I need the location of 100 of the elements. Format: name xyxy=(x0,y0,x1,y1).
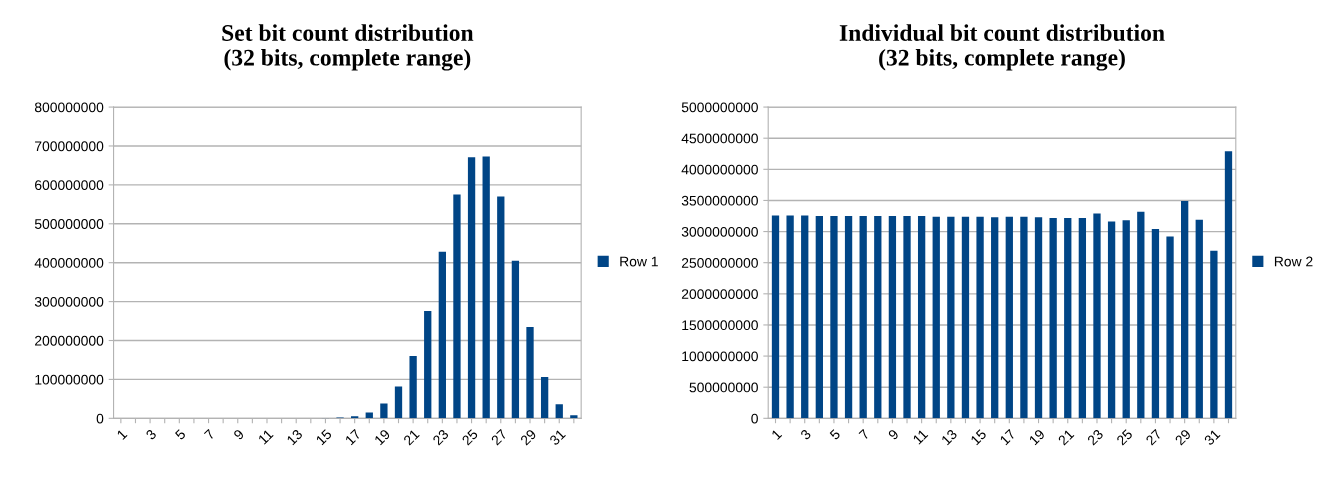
x-tick-label: 11 xyxy=(912,428,929,445)
bar xyxy=(1107,221,1116,419)
y-tick-label: 600000000 xyxy=(35,180,104,191)
bar xyxy=(1093,213,1101,419)
y-tick-label: 400000000 xyxy=(34,258,104,268)
x-tick-label: 13 xyxy=(940,428,958,446)
bar xyxy=(438,251,446,419)
y-tick-label: 4000000000 xyxy=(681,164,758,175)
bar xyxy=(771,215,780,419)
x-tick-label: 7 xyxy=(203,428,216,441)
y-tick-label: 4500000000 xyxy=(681,133,758,144)
bar xyxy=(1195,219,1203,419)
y-tick-label: 200000000 xyxy=(35,335,104,346)
bar xyxy=(903,216,911,419)
x-tick-label: 23 xyxy=(1086,428,1104,446)
bar xyxy=(380,403,388,419)
bar xyxy=(801,215,809,419)
legend-label: Row 1 xyxy=(620,256,658,267)
x-tick-label: 3 xyxy=(799,428,812,441)
x-tick-label: 11 xyxy=(257,428,274,445)
bar xyxy=(453,194,461,419)
bar xyxy=(1210,250,1218,419)
x-tick-label: 21 xyxy=(1057,428,1075,446)
bar xyxy=(511,260,520,419)
x-tick-label: 27 xyxy=(1145,428,1163,446)
y-tick-label: 500000000 xyxy=(34,219,104,229)
y-tick-label: 1000000000 xyxy=(682,351,758,362)
x-tick-label: 15 xyxy=(315,428,333,446)
y-tick-label: 3500000000 xyxy=(681,195,758,206)
chart-title: Set bit count distribution (32 bits, complete range) xyxy=(222,24,474,71)
bar xyxy=(932,216,940,419)
x-tick-label: 1 xyxy=(771,428,783,440)
x-tick-label: 9 xyxy=(233,428,245,441)
bar xyxy=(540,377,549,419)
x-tick-label: 17 xyxy=(344,428,362,446)
x-tick-label: 13 xyxy=(286,428,303,446)
bar xyxy=(1005,216,1013,419)
bar xyxy=(1064,217,1072,419)
bar xyxy=(424,310,432,419)
bar xyxy=(917,216,926,419)
bar xyxy=(786,215,794,419)
y-tick-label: 1500000000 xyxy=(682,320,758,331)
y-tick-label: 0 xyxy=(96,413,104,424)
y-tick-label: 300000000 xyxy=(34,296,104,307)
legend-label: Row 2 xyxy=(1274,256,1313,267)
x-tick-label: 23 xyxy=(432,428,450,446)
bar xyxy=(830,216,838,419)
bar xyxy=(976,216,984,419)
x-tick-label: 1 xyxy=(116,428,128,440)
x-tick-label: 31 xyxy=(548,428,566,446)
bar xyxy=(1224,151,1233,419)
bar xyxy=(815,216,823,419)
y-tick-label: 100000000 xyxy=(35,374,104,385)
bar xyxy=(1034,217,1043,419)
bar xyxy=(1122,220,1130,419)
chart-title: Individual bit count distribution (32 bits, complete range) xyxy=(839,24,1165,71)
y-tick-label: 3000000000 xyxy=(681,226,758,237)
bar xyxy=(961,216,970,419)
y-tick-label: 800000000 xyxy=(34,102,104,113)
y-tick-label: 2500000000 xyxy=(681,258,758,268)
x-tick-label: 25 xyxy=(461,428,479,446)
x-tick-label: 25 xyxy=(1116,428,1134,446)
bar xyxy=(497,196,505,419)
y-tick-label: 5000000000 xyxy=(681,102,758,113)
y-tick-label: 500000000 xyxy=(689,382,758,393)
x-tick-label: 5 xyxy=(829,428,841,441)
bar xyxy=(874,216,882,419)
bar xyxy=(526,326,534,419)
bar xyxy=(1181,201,1189,419)
y-tick-label: 0 xyxy=(751,413,758,424)
x-tick-label: 21 xyxy=(402,428,420,446)
bar xyxy=(859,216,867,419)
y-tick-label: 2000000000 xyxy=(681,289,758,299)
x-tick-label: 27 xyxy=(490,428,508,446)
bar xyxy=(991,217,999,419)
x-tick-label: 5 xyxy=(174,428,187,441)
bar xyxy=(394,386,403,419)
y-tick-label: 700000000 xyxy=(35,141,104,152)
x-tick-label: 7 xyxy=(858,428,870,441)
bar xyxy=(1166,236,1174,419)
bar xyxy=(888,216,897,419)
x-tick-label: 29 xyxy=(1174,428,1192,446)
x-tick-label: 19 xyxy=(1028,428,1046,446)
bar xyxy=(365,412,373,419)
bar xyxy=(570,415,578,419)
x-tick-label: 31 xyxy=(1203,428,1221,446)
bar xyxy=(844,216,853,419)
bar xyxy=(1020,216,1028,419)
x-tick-label: 9 xyxy=(887,428,900,441)
bar xyxy=(947,216,955,419)
bar xyxy=(1049,217,1057,419)
x-tick-label: 3 xyxy=(145,428,157,441)
x-tick-label: 15 xyxy=(970,428,987,446)
x-tick-label: 19 xyxy=(373,428,391,446)
bar xyxy=(467,157,476,419)
bar xyxy=(1078,217,1087,419)
bar xyxy=(1137,211,1145,419)
bar xyxy=(1151,229,1160,419)
bar xyxy=(482,156,490,419)
x-tick-label: 17 xyxy=(999,428,1016,446)
